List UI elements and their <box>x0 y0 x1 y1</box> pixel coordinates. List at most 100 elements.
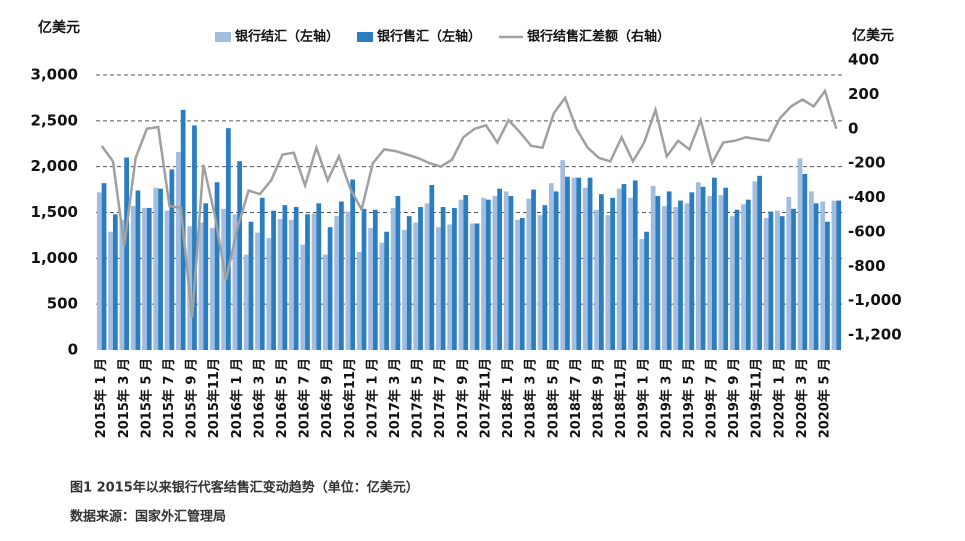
bar <box>644 231 649 350</box>
x-tick-label: 2018年 1 月 <box>500 358 516 438</box>
bar <box>282 205 288 350</box>
y-tick-label: 1,000 <box>31 249 78 267</box>
x-tick-label: 2017年 7 月 <box>432 358 448 438</box>
bar <box>469 223 475 350</box>
bar <box>463 195 469 350</box>
bar <box>316 203 322 350</box>
bar <box>610 197 616 350</box>
bar <box>300 244 306 350</box>
x-tick-label: 2016年11月 <box>342 358 358 438</box>
bar <box>695 182 701 350</box>
x-tick-label: 2015年11月 <box>206 358 222 438</box>
bar <box>712 177 717 350</box>
bar <box>334 216 340 350</box>
bar <box>248 221 254 350</box>
bar <box>435 227 441 350</box>
bar <box>452 207 457 350</box>
x-tick-label: 2015年 7 月 <box>161 358 177 438</box>
y-tick-label: 1,500 <box>31 203 78 221</box>
bar <box>225 128 231 350</box>
bar <box>820 201 826 350</box>
bar <box>582 187 588 350</box>
bar <box>424 203 430 350</box>
bar <box>418 207 423 350</box>
bar <box>632 180 638 350</box>
y2-tick-label: -600 <box>848 222 886 240</box>
bar <box>797 158 803 350</box>
bar <box>481 197 486 350</box>
x-tick-label: 2019年 5 月 <box>681 358 697 438</box>
bar <box>836 200 842 350</box>
bar <box>542 205 548 350</box>
bar <box>198 222 204 350</box>
bar <box>379 242 385 350</box>
bar <box>221 208 226 350</box>
bar <box>447 224 453 350</box>
bar <box>277 218 283 350</box>
bar <box>621 184 627 350</box>
y2-tick-label: 200 <box>848 85 879 103</box>
bar <box>237 161 243 350</box>
bar <box>723 187 729 350</box>
x-tick-label: 2019年 9 月 <box>726 358 742 438</box>
bar <box>616 188 622 350</box>
y2-tick-label: -1,200 <box>848 326 902 344</box>
bar <box>305 214 310 350</box>
bar <box>429 185 435 350</box>
x-tick-label: 2015年 1 月 <box>93 358 109 438</box>
x-tick-label: 2017年11月 <box>477 358 493 438</box>
bar <box>345 211 351 350</box>
bar <box>775 210 780 350</box>
x-tick-label: 2016年 9 月 <box>319 358 335 438</box>
bar <box>153 187 159 350</box>
source: 数据来源：国家外汇管理局 <box>70 509 226 525</box>
bar <box>802 174 808 350</box>
bar <box>689 192 695 350</box>
bar <box>203 203 209 350</box>
bar <box>786 196 792 350</box>
legend-label: 银行售汇（左轴） <box>377 29 481 45</box>
y2-tick-label: -1,000 <box>848 291 902 309</box>
bar <box>474 223 480 350</box>
bar <box>757 175 762 350</box>
bar <box>158 188 163 350</box>
y2-unit-label: 亿美元 <box>852 27 894 44</box>
bar <box>406 216 412 350</box>
y-unit-label: 亿美元 <box>38 19 80 36</box>
bar <box>519 218 525 350</box>
x-tick-label: 2017年 3 月 <box>387 358 403 438</box>
x-tick-label: 2017年 5 月 <box>410 358 426 438</box>
bar <box>119 219 125 350</box>
y-tick-label: 2,000 <box>31 157 78 175</box>
x-tick-label: 2019年 1 月 <box>636 358 652 438</box>
bar <box>209 228 215 350</box>
x-tick-label: 2018年 3 月 <box>523 358 539 438</box>
bar <box>650 185 656 350</box>
bar <box>808 191 814 350</box>
x-tick-label: 2015年 5 月 <box>138 358 154 438</box>
y2-tick-label: -200 <box>848 154 886 172</box>
x-tick-label: 2016年 5 月 <box>274 358 290 438</box>
bar <box>831 200 837 350</box>
bar <box>763 218 769 350</box>
bar <box>813 203 819 350</box>
bar <box>112 214 118 350</box>
bar <box>485 199 491 350</box>
bar <box>124 157 130 350</box>
bar <box>327 227 333 350</box>
bar <box>243 254 249 350</box>
line <box>100 88 838 318</box>
bar <box>293 207 299 350</box>
bar <box>271 210 276 350</box>
bar <box>458 199 464 350</box>
bar <box>96 192 102 350</box>
bar <box>390 207 396 350</box>
bar <box>255 232 260 350</box>
legend-swatch <box>357 32 374 42</box>
x-tick-label: 2017年 9 月 <box>455 358 471 438</box>
bar <box>361 208 367 350</box>
bar <box>413 222 419 350</box>
bar <box>372 209 378 350</box>
legend-label: 银行结汇（左轴） <box>235 29 339 45</box>
bar <box>734 209 740 350</box>
